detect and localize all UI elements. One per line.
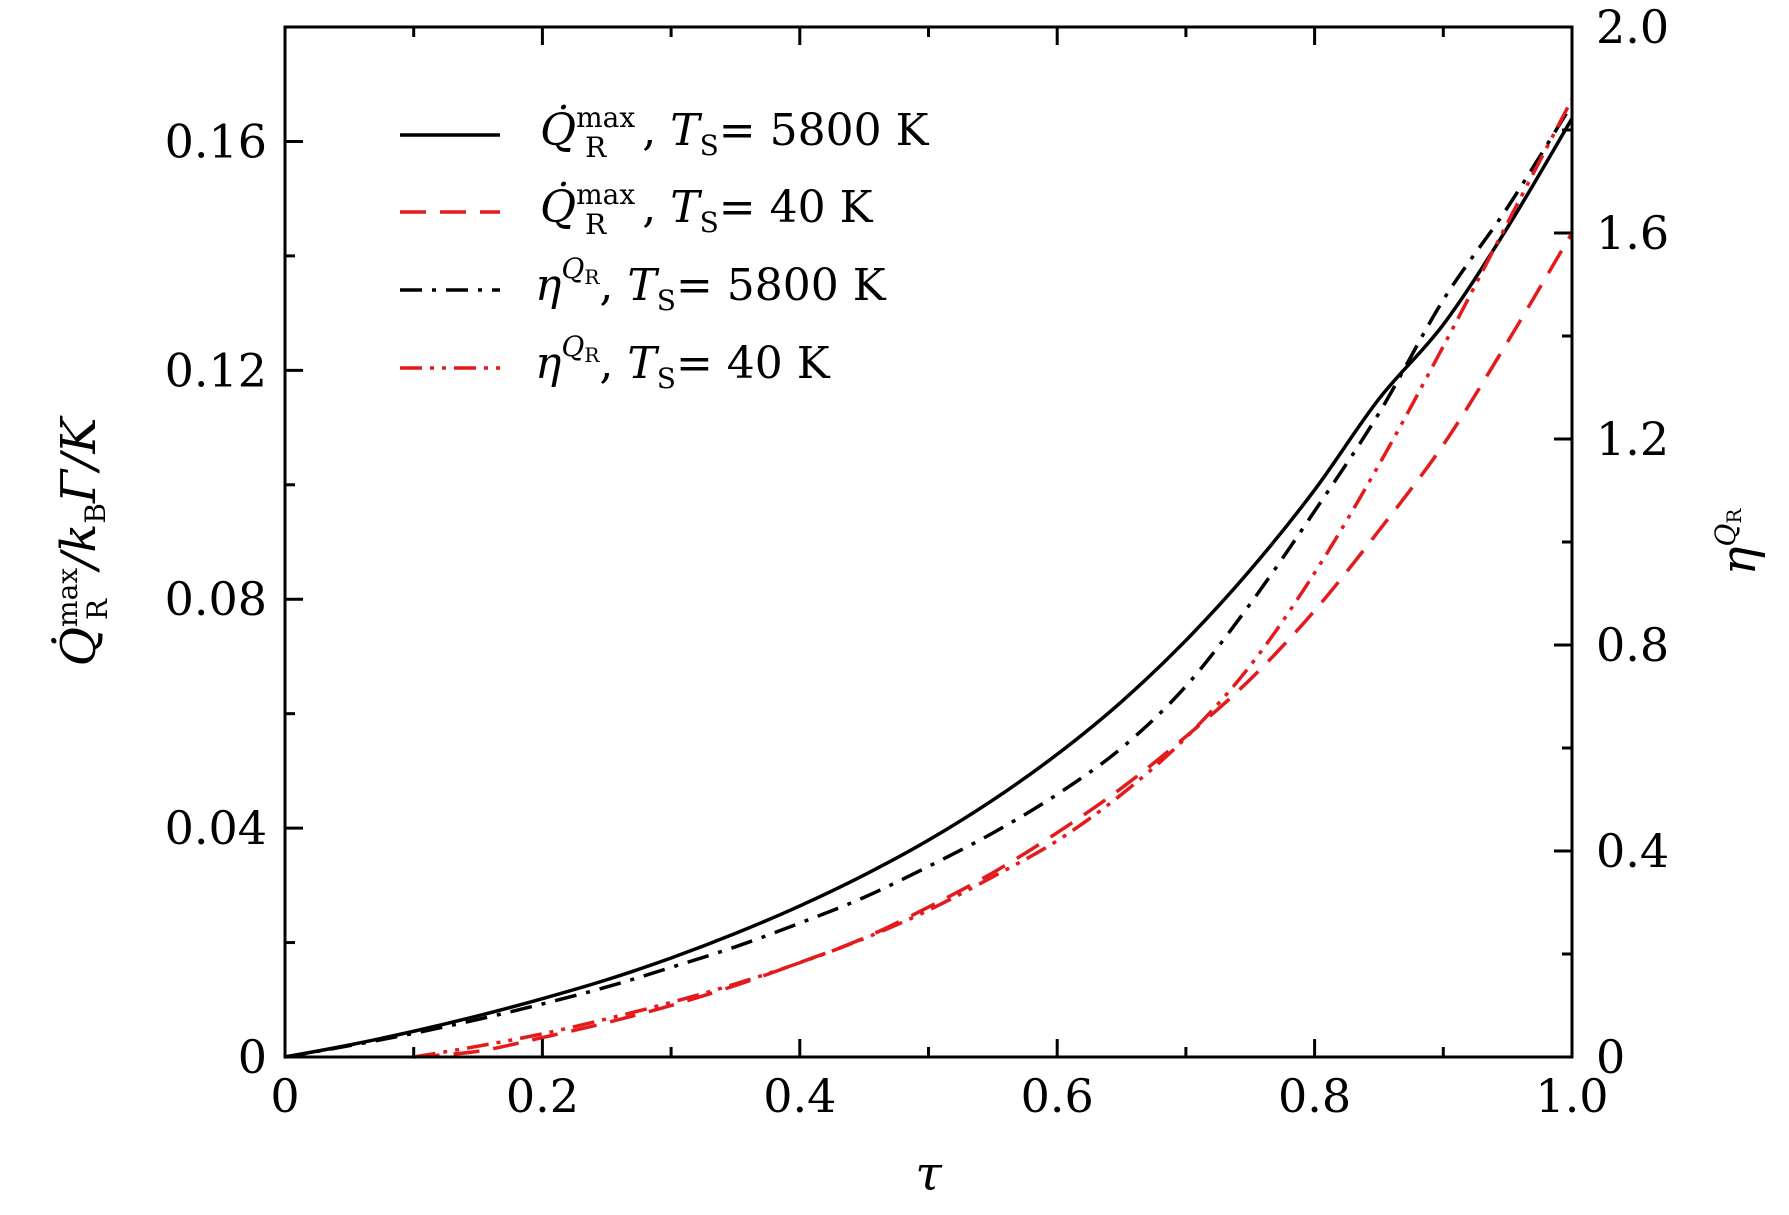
right-y-tick-label: 0.8 bbox=[1596, 618, 1669, 672]
legend-sup: max bbox=[576, 178, 635, 211]
svg-text:ηQR, TS= 40 K: ηQR, TS= 40 K bbox=[535, 330, 831, 395]
plot-frame bbox=[283, 25, 1574, 1059]
legend-main: η bbox=[535, 338, 561, 389]
legend-cond-sub: S bbox=[657, 362, 676, 395]
series-layer bbox=[284, 98, 1574, 1059]
legend-cond: T bbox=[670, 105, 703, 156]
left-y-title-sub: R bbox=[81, 598, 114, 620]
right-y-tick-label: 0 bbox=[1596, 1030, 1625, 1084]
svg-text:ηQR: ηQR bbox=[1709, 508, 1767, 576]
right-y-title-main: η bbox=[1711, 546, 1767, 575]
legend-entry: ηQR, TS= 5800 K bbox=[400, 252, 887, 317]
legend-sub: R bbox=[585, 208, 607, 241]
right-y-title-sup: Q bbox=[1709, 524, 1742, 547]
series-line bbox=[284, 117, 1574, 1059]
legend-main: η bbox=[535, 260, 561, 311]
svg-text:Q̇maxR, TS= 5800 K: Q̇max R, TS= 5800 K bbox=[540, 101, 930, 164]
x-tick-label: 0.6 bbox=[1021, 1069, 1094, 1123]
left-y-tick-label: 0.04 bbox=[165, 801, 267, 855]
series-line bbox=[413, 98, 1574, 1059]
right-y-axis-title: ηQR bbox=[1709, 508, 1767, 576]
legend-value: = 40 K bbox=[676, 338, 831, 389]
svg-text:ηQR, TS= 5800 K: ηQR, TS= 5800 K bbox=[535, 252, 887, 317]
legend-cond-sub: S bbox=[700, 129, 719, 162]
legend-entry: Q̇max R, TS= 5800 K bbox=[400, 101, 930, 164]
left-y-tick-label: 0 bbox=[238, 1030, 267, 1084]
x-tick-label: 0.8 bbox=[1278, 1069, 1351, 1123]
left-y-tick-label: 0.12 bbox=[165, 343, 267, 397]
right-y-tick-label: 0.4 bbox=[1596, 824, 1669, 878]
x-tick-label: 0.4 bbox=[763, 1069, 836, 1123]
legend-cond: T bbox=[627, 338, 660, 389]
legend-sup-sub: R bbox=[584, 343, 600, 367]
legend-entry: Q̇max R, TS= 40 K bbox=[400, 178, 874, 241]
left-y-axis-title: Q̇maxR/kBΓ/K bbox=[49, 415, 114, 667]
legend-sup-sub: R bbox=[584, 265, 600, 289]
left-y-title-rest2: Γ/K bbox=[51, 415, 107, 504]
legend-main: Q̇ bbox=[540, 103, 576, 156]
left-y-title-sub2: B bbox=[79, 503, 112, 524]
series-line bbox=[284, 103, 1574, 1059]
legend-value: = 5800 K bbox=[676, 260, 887, 311]
legend-sup: Q bbox=[561, 252, 584, 285]
x-axis-title: τ bbox=[915, 1146, 943, 1202]
left-y-tick-label: 0.08 bbox=[165, 572, 267, 626]
legend-main: Q̇ bbox=[540, 180, 576, 233]
ticks-layer: 0 0.2 0.4 0.6 0.8 1.000.040.080.120.1600.40.8… bbox=[165, 0, 1670, 1123]
svg-text:Q̇maxR/kBΓ/K: Q̇maxR/kBΓ/K bbox=[49, 415, 114, 667]
legend-cond: T bbox=[627, 260, 660, 311]
right-y-title-sup-sub: R bbox=[1722, 508, 1746, 524]
left-y-title-main: Q̇ bbox=[49, 627, 107, 666]
right-y-tick-label: 1.6 bbox=[1596, 206, 1669, 260]
legend: Q̇max R, TS= 5800 K Q̇max R, TS= 40 K ηQR,… bbox=[400, 101, 930, 395]
legend-cond-sub: S bbox=[700, 206, 719, 239]
right-y-tick-label: 2.0 bbox=[1596, 0, 1669, 54]
legend-value: = 5800 K bbox=[719, 105, 930, 156]
series-line bbox=[413, 232, 1574, 1059]
legend-sup: max bbox=[576, 101, 635, 134]
x-tick-label: 1.0 bbox=[1535, 1069, 1608, 1123]
legend-entry: ηQR, TS= 40 K bbox=[400, 330, 831, 395]
left-y-title-sup: max bbox=[51, 568, 84, 627]
svg-text:Q̇maxR, TS= 40 K: Q̇max R, TS= 40 K bbox=[540, 178, 874, 241]
legend-sup: Q bbox=[561, 330, 584, 363]
x-tick-label: 0.2 bbox=[506, 1069, 579, 1123]
legend-value: = 40 K bbox=[719, 182, 874, 233]
legend-cond-sub: S bbox=[657, 284, 676, 317]
left-y-tick-label: 0.16 bbox=[165, 114, 267, 168]
left-y-title-rest: /k bbox=[51, 524, 107, 573]
x-tick-label: 0 bbox=[270, 1069, 299, 1123]
legend-cond: T bbox=[670, 182, 703, 233]
right-y-tick-label: 1.2 bbox=[1596, 412, 1669, 466]
legend-sub: R bbox=[585, 131, 607, 164]
